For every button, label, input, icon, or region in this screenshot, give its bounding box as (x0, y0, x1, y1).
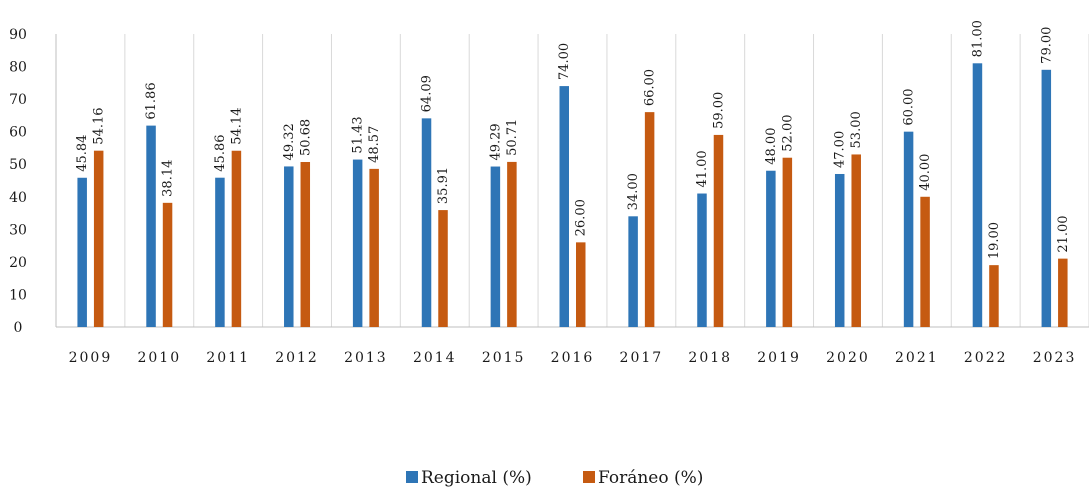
x-tick-label: 2016 (551, 350, 595, 366)
data-label: 49.32 (282, 123, 297, 160)
y-tick-label: 30 (9, 222, 27, 238)
data-label: 60.00 (902, 88, 917, 125)
data-label: 26.00 (574, 199, 589, 236)
data-label: 52.00 (780, 114, 795, 151)
data-label: 79.00 (1039, 27, 1054, 64)
y-tick-label: 10 (9, 287, 27, 303)
bar-foraneo (920, 196, 930, 327)
y-tick-label: 0 (14, 320, 23, 336)
bar-regional (697, 193, 707, 327)
x-tick-label: 2021 (895, 350, 939, 366)
x-tick-label: 2018 (688, 350, 732, 366)
x-tick-label: 2013 (344, 350, 388, 366)
data-label: 41.00 (695, 150, 710, 187)
grid-lines (124, 34, 1089, 327)
x-tick-label: 2023 (1033, 350, 1077, 366)
y-tick-label: 50 (9, 157, 27, 173)
data-label: 34.00 (626, 173, 641, 210)
data-label: 50.68 (298, 119, 313, 156)
data-label: 54.16 (92, 107, 107, 144)
data-label: 48.00 (764, 128, 779, 165)
x-tick-label: 2014 (413, 350, 457, 366)
legend-label-foraneo: Foráneo (%) (598, 468, 703, 488)
x-tick-label: 2015 (482, 350, 526, 366)
data-label: 50.71 (505, 119, 520, 156)
x-tick-label: 2022 (964, 350, 1008, 366)
data-label: 40.00 (918, 154, 933, 191)
bar-foraneo (369, 168, 379, 327)
bar-foraneo (644, 112, 655, 327)
axes: 0 10 20 30 40 50 60 70 80 90 2009 2010 2011 2012 2013 2… (9, 27, 1089, 366)
bar-foraneo (989, 265, 999, 327)
data-label: 74.00 (557, 43, 572, 80)
bar-foraneo (438, 210, 448, 327)
data-label: 59.00 (711, 92, 726, 129)
data-label: 45.86 (213, 134, 228, 171)
data-label: 48.57 (367, 126, 382, 163)
data-label: 66.00 (643, 69, 658, 106)
data-label: 35.91 (436, 167, 451, 204)
bar-foraneo (93, 150, 104, 327)
bar-foraneo (507, 161, 517, 327)
x-tick-label: 2017 (620, 350, 664, 366)
bar-regional (284, 166, 294, 327)
bar-regional (1041, 69, 1052, 328)
bar-foraneo (713, 134, 724, 327)
data-label: 21.00 (1056, 215, 1071, 252)
bar-foraneo (851, 154, 861, 327)
x-tick-label: 2019 (757, 350, 801, 366)
legend-label-regional: Regional (%) (421, 468, 532, 488)
bar-foraneo (576, 242, 586, 327)
bar-foraneo (300, 162, 311, 327)
bar-foraneo (1058, 258, 1068, 327)
x-tick-label: 2009 (69, 350, 113, 366)
bar-foraneo (162, 202, 173, 327)
data-label: 61.86 (144, 82, 159, 119)
x-tick-label: 2010 (137, 350, 181, 366)
y-tick-label: 60 (9, 125, 27, 141)
legend: Regional (%) Foráneo (%) (406, 468, 703, 488)
legend-swatch-regional (406, 471, 418, 483)
y-tick-label: 90 (9, 27, 27, 43)
x-tick-label: 2012 (275, 350, 319, 366)
y-tick-label: 70 (9, 92, 27, 108)
bar-foraneo (231, 150, 242, 327)
data-label: 38.14 (161, 160, 176, 197)
bar-regional (421, 118, 432, 328)
bar-regional (628, 216, 638, 327)
y-tick-label: 80 (9, 60, 27, 76)
bars (77, 63, 1068, 328)
data-label: 64.09 (420, 75, 435, 112)
x-tick-label: 2011 (206, 350, 250, 366)
data-label: 81.00 (970, 20, 985, 57)
data-label: 47.00 (833, 131, 848, 168)
bar-regional (77, 177, 87, 327)
data-label: 49.29 (488, 123, 503, 160)
x-tick-label: 2020 (826, 350, 870, 366)
bar-regional (490, 166, 501, 327)
data-label: 45.84 (75, 135, 90, 172)
bar-regional (903, 131, 914, 327)
bar-regional (559, 86, 569, 327)
data-label: 54.14 (229, 108, 244, 145)
legend-swatch-foraneo (583, 471, 595, 483)
data-label: 53.00 (849, 111, 864, 148)
bar-regional (766, 170, 776, 327)
data-label: 19.00 (987, 222, 1002, 259)
bar-regional (834, 173, 845, 327)
bar-foraneo (782, 157, 793, 327)
bar-regional (215, 177, 225, 327)
bar-regional (146, 125, 156, 328)
y-tick-label: 40 (9, 190, 27, 206)
data-label: 51.43 (351, 116, 366, 153)
bar-regional (352, 159, 363, 327)
bar-regional (972, 63, 983, 328)
y-tick-label: 20 (9, 255, 27, 271)
